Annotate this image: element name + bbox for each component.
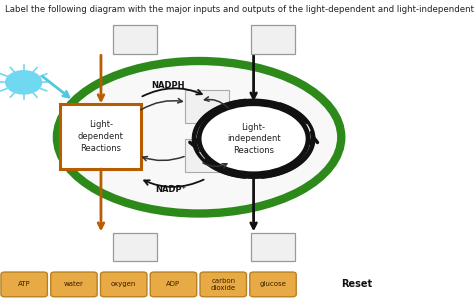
- Text: oxygen: oxygen: [111, 282, 137, 287]
- Text: Light-
independent
Reactions: Light- independent Reactions: [227, 123, 281, 155]
- FancyBboxPatch shape: [250, 272, 296, 297]
- Text: ADP: ADP: [166, 282, 181, 287]
- FancyBboxPatch shape: [150, 272, 197, 297]
- Text: glucose: glucose: [260, 282, 286, 287]
- FancyBboxPatch shape: [185, 139, 229, 172]
- FancyBboxPatch shape: [113, 233, 157, 261]
- Circle shape: [6, 71, 42, 94]
- Text: Label the following diagram with the major inputs and outputs of the light-depen: Label the following diagram with the maj…: [5, 5, 474, 14]
- FancyBboxPatch shape: [100, 272, 147, 297]
- FancyBboxPatch shape: [51, 272, 97, 297]
- FancyBboxPatch shape: [250, 26, 294, 54]
- Text: carbon
dioxide: carbon dioxide: [210, 278, 236, 291]
- Circle shape: [199, 104, 308, 174]
- Text: ATP: ATP: [18, 282, 30, 287]
- FancyBboxPatch shape: [1, 272, 47, 297]
- FancyBboxPatch shape: [250, 233, 294, 261]
- FancyBboxPatch shape: [200, 272, 246, 297]
- Ellipse shape: [57, 61, 341, 213]
- FancyBboxPatch shape: [60, 104, 141, 169]
- Text: Reset: Reset: [341, 279, 373, 289]
- Text: NADPH: NADPH: [152, 81, 185, 90]
- Text: Light-
dependent
Reactions: Light- dependent Reactions: [78, 120, 124, 153]
- FancyBboxPatch shape: [185, 90, 229, 123]
- Text: NADP⁺: NADP⁺: [155, 185, 186, 194]
- FancyBboxPatch shape: [113, 26, 157, 54]
- Text: water: water: [64, 282, 84, 287]
